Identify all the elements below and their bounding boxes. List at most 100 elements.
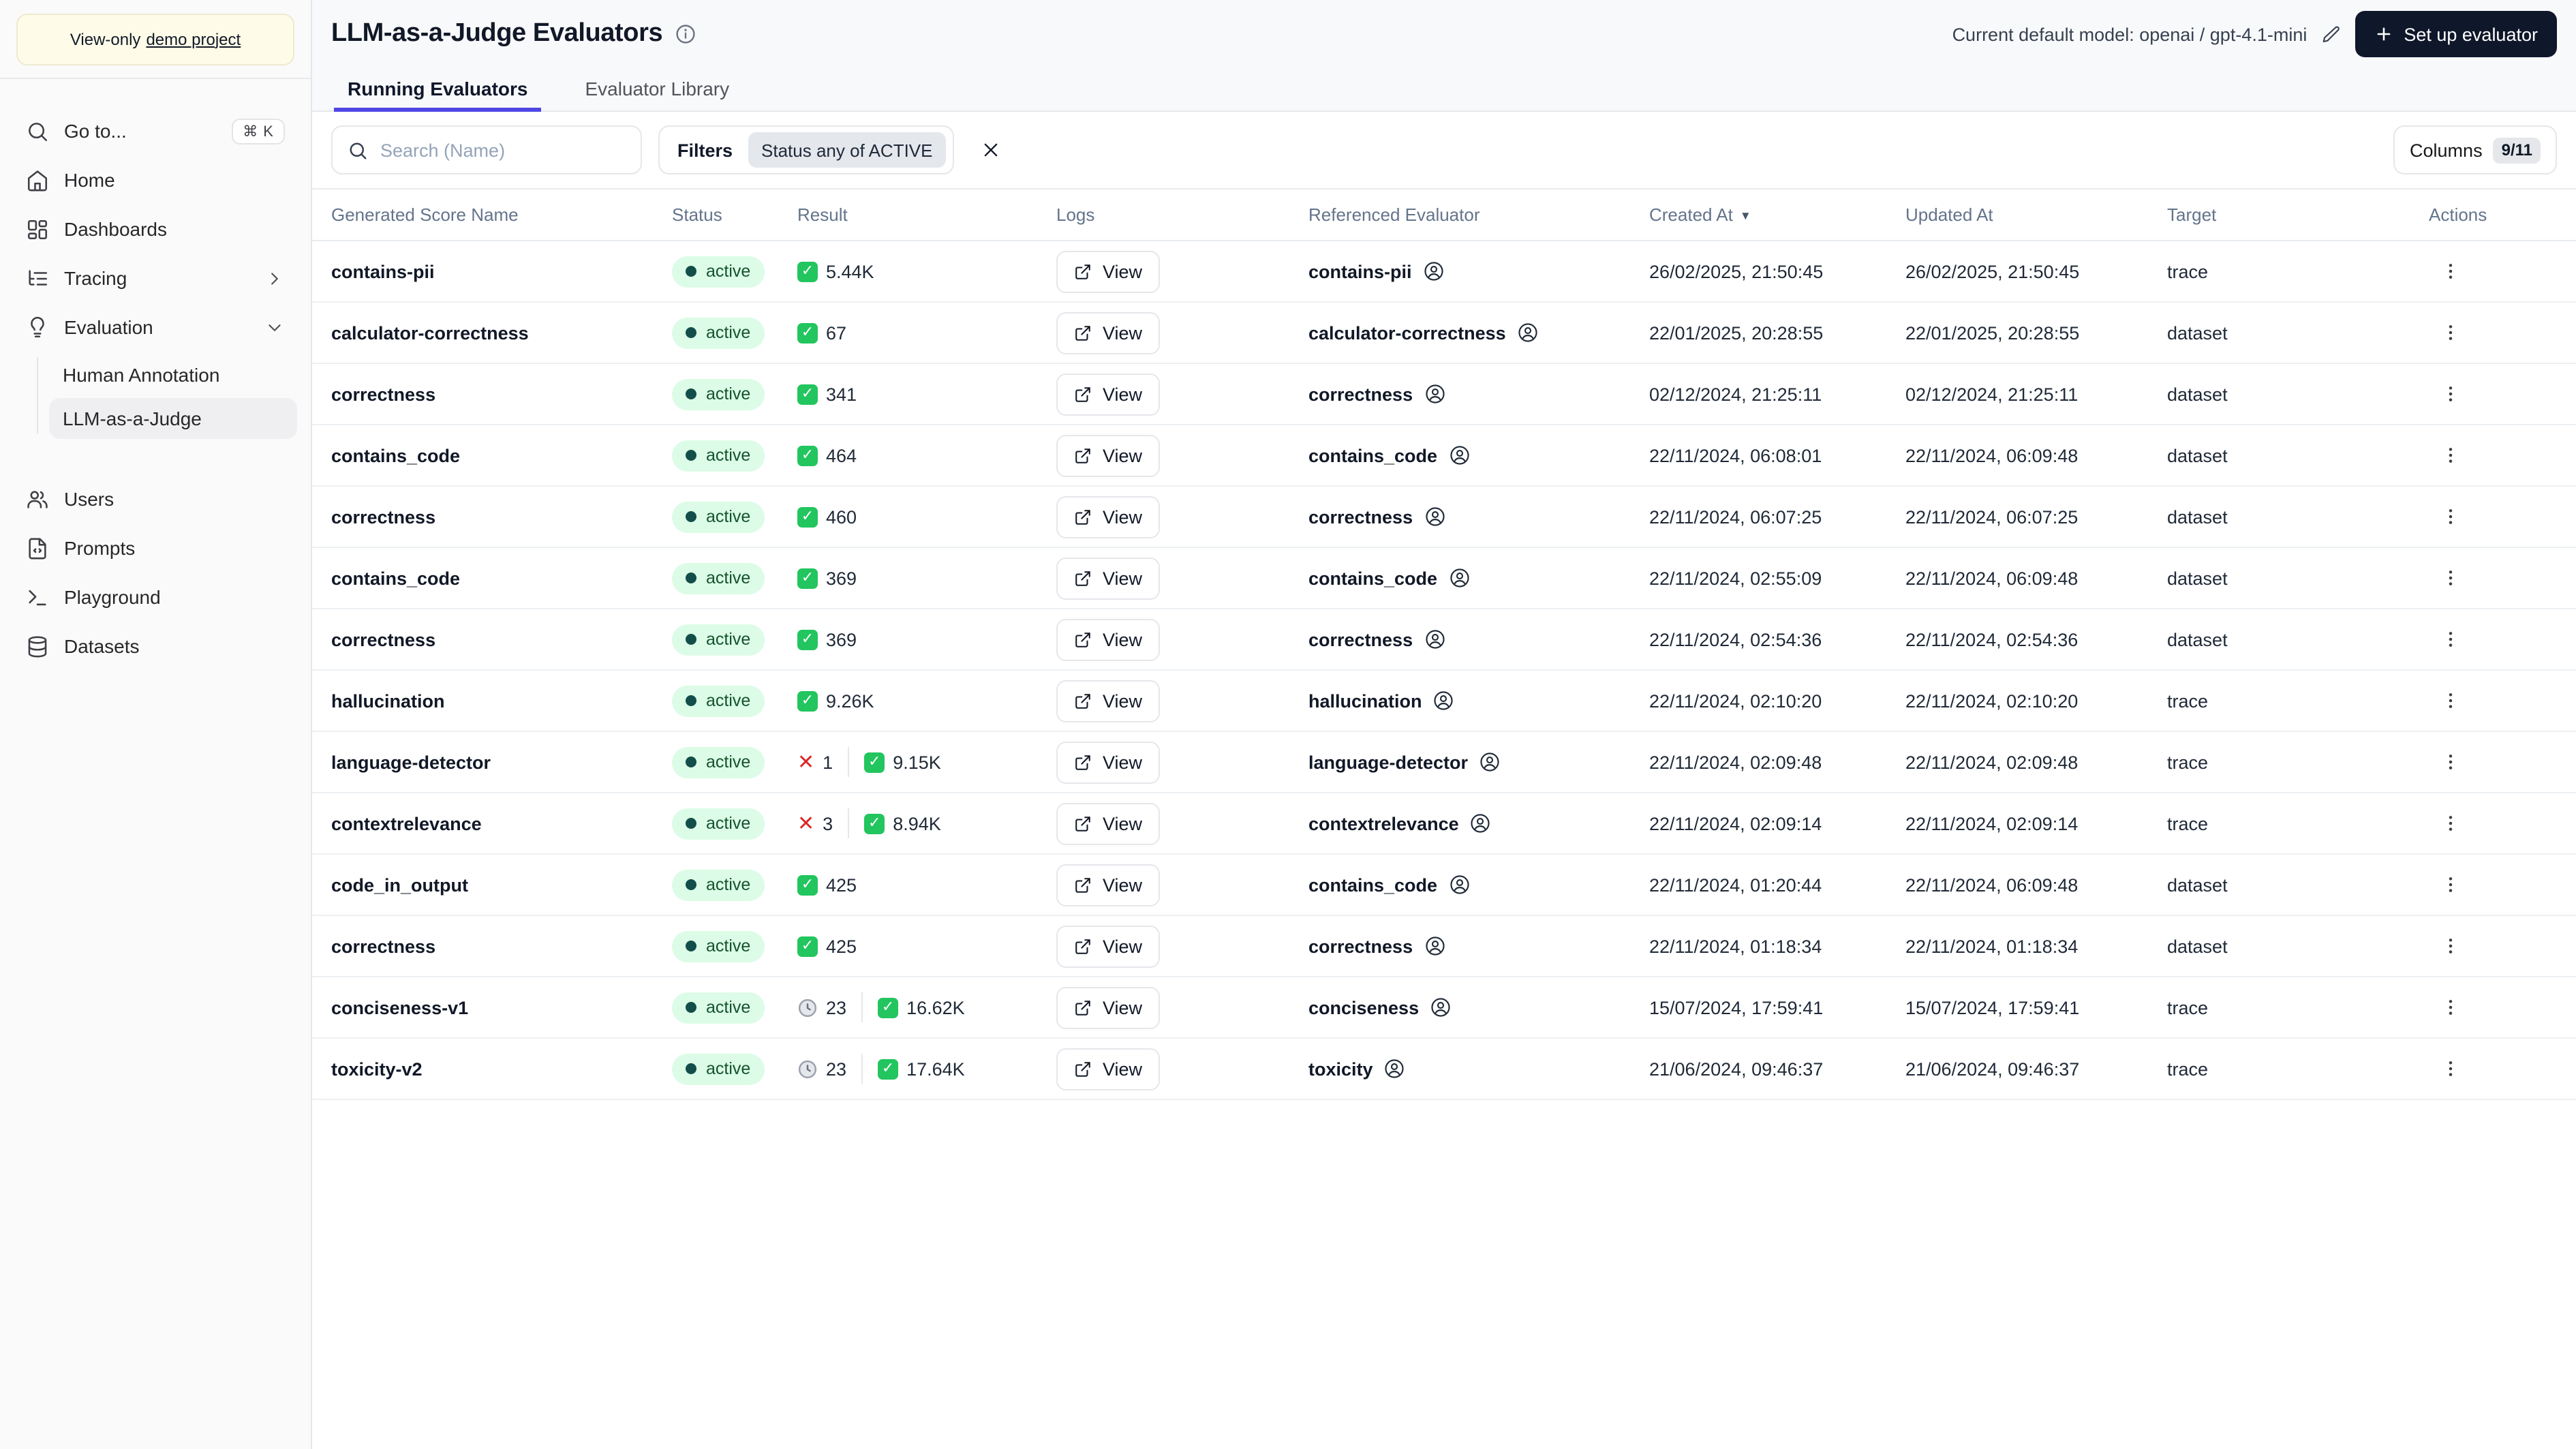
sidebar-item-tracing[interactable]: Tracing	[14, 254, 297, 303]
table-row: hallucination active ✓ 9.26K View halluci…	[312, 670, 2576, 732]
result-counts: ✓ 341	[797, 384, 1037, 404]
view-logs-button[interactable]: View	[1056, 864, 1161, 906]
sidebar-item-prompts[interactable]: Prompts	[14, 523, 297, 573]
sidebar-item-playground[interactable]: Playground	[14, 573, 297, 622]
view-logs-button[interactable]: View	[1056, 311, 1161, 354]
status-dot-icon	[686, 450, 696, 461]
row-actions-kebab-icon[interactable]	[2432, 375, 2470, 413]
filters-button[interactable]: Filters Status any of ACTIVE	[658, 125, 955, 174]
updated-at: 21/06/2024, 09:46:37	[1905, 1058, 2080, 1079]
referenced-evaluator-name: toxicity	[1308, 1058, 1373, 1079]
check-icon: ✓	[864, 813, 885, 834]
table-row: language-detector active ✕ 1 ✓ 9.15K View l…	[312, 731, 2576, 793]
sidebar-item-datasets[interactable]: Datasets	[14, 622, 297, 671]
view-logs-button[interactable]: View	[1056, 1048, 1161, 1090]
user-circle-icon	[1448, 567, 1470, 589]
row-actions-kebab-icon[interactable]	[2432, 252, 2470, 290]
external-link-icon	[1074, 324, 1092, 341]
sidebar-item-go-to[interactable]: Go to... ⌘ K	[14, 106, 297, 155]
sidebar-item-llm-as-a-judge[interactable]: LLM-as-a-Judge	[49, 398, 297, 439]
row-actions-kebab-icon[interactable]	[2432, 927, 2470, 965]
sort-desc-indicator: ▼	[1739, 209, 1751, 222]
updated-at: 22/01/2025, 20:28:55	[1905, 322, 2080, 343]
referenced-evaluator-name: calculator-correctness	[1308, 322, 1506, 343]
table-row: contains_code active ✓ 464 View contains_…	[312, 425, 2576, 487]
view-label: View	[1103, 261, 1143, 281]
sidebar: View-only demo project Go to... ⌘ K Home	[0, 0, 312, 1449]
row-actions-kebab-icon[interactable]	[2432, 436, 2470, 474]
info-icon[interactable]	[675, 23, 696, 45]
sidebar-item-human-annotation[interactable]: Human Annotation	[49, 354, 297, 395]
view-label: View	[1103, 506, 1143, 527]
result-counts: ✓ 425	[797, 874, 1037, 895]
status-dot-icon	[686, 1063, 696, 1074]
tab-evaluator-library[interactable]: Evaluator Library	[585, 77, 730, 99]
view-label: View	[1103, 1058, 1143, 1079]
external-link-icon	[1074, 262, 1092, 280]
row-actions-kebab-icon[interactable]	[2432, 1050, 2470, 1088]
sidebar-item-dashboards[interactable]: Dashboards	[14, 204, 297, 254]
generated-score-name: correctness	[331, 936, 436, 956]
external-link-icon	[1074, 630, 1092, 648]
view-logs-button[interactable]: View	[1056, 618, 1161, 660]
row-actions-kebab-icon[interactable]	[2432, 682, 2470, 720]
created-at: 21/06/2024, 09:46:37	[1649, 1058, 1824, 1079]
search-input[interactable]	[380, 140, 626, 160]
row-actions-kebab-icon[interactable]	[2432, 314, 2470, 352]
result-count: 1	[823, 752, 833, 772]
row-actions-kebab-icon[interactable]	[2432, 866, 2470, 904]
demo-project-link[interactable]: demo project	[146, 29, 241, 48]
view-logs-button[interactable]: View	[1056, 925, 1161, 967]
view-logs-button[interactable]: View	[1056, 495, 1161, 538]
search-box[interactable]	[331, 125, 642, 174]
created-at: 22/11/2024, 02:09:48	[1649, 752, 1822, 772]
row-actions-kebab-icon[interactable]	[2432, 988, 2470, 1026]
row-actions-kebab-icon[interactable]	[2432, 620, 2470, 658]
view-logs-button[interactable]: View	[1056, 250, 1161, 292]
check-icon: ✓	[797, 874, 818, 895]
view-logs-button[interactable]: View	[1056, 557, 1161, 599]
updated-at: 02/12/2024, 21:25:11	[1905, 384, 2079, 404]
view-label: View	[1103, 997, 1143, 1018]
user-circle-icon	[1423, 260, 1445, 282]
check-icon: ✓	[878, 1058, 899, 1079]
status-dot-icon	[686, 327, 696, 338]
check-icon: ✓	[797, 690, 818, 711]
main-content: LLM-as-a-Judge Evaluators Current defaul…	[312, 0, 2576, 1449]
row-actions-kebab-icon[interactable]	[2432, 559, 2470, 597]
view-logs-button[interactable]: View	[1056, 802, 1161, 844]
user-circle-icon	[1424, 383, 1445, 405]
column-header-updated-at: Updated At	[1886, 188, 2148, 241]
sidebar-item-evaluation[interactable]: Evaluation	[14, 303, 297, 352]
columns-button[interactable]: Columns 9/11	[2393, 125, 2557, 174]
row-actions-kebab-icon[interactable]	[2432, 498, 2470, 536]
tab-running-evaluators[interactable]: Running Evaluators	[334, 65, 542, 112]
view-logs-button[interactable]: View	[1056, 680, 1161, 722]
clear-filters-x-icon[interactable]	[971, 129, 1012, 170]
target-type: dataset	[2167, 506, 2228, 527]
set-up-evaluator-button[interactable]: Set up evaluator	[2355, 11, 2557, 57]
edit-model-pencil-icon[interactable]	[2320, 24, 2341, 44]
sidebar-item-home[interactable]: Home	[14, 155, 297, 204]
view-label: View	[1103, 445, 1143, 466]
view-logs-button[interactable]: View	[1056, 741, 1161, 783]
status-label: active	[706, 262, 751, 281]
referenced-evaluator-name: correctness	[1308, 384, 1413, 404]
row-actions-kebab-icon[interactable]	[2432, 743, 2470, 781]
result-check-count: ✓ 369	[797, 629, 857, 650]
sidebar-item-users[interactable]: Users	[14, 474, 297, 523]
terminal-icon	[26, 585, 49, 609]
column-header-created-at[interactable]: Created At ▼	[1630, 188, 1886, 241]
view-logs-button[interactable]: View	[1056, 373, 1161, 415]
view-logs-button[interactable]: View	[1056, 434, 1161, 476]
created-at: 22/11/2024, 01:20:44	[1649, 874, 1822, 895]
view-logs-button[interactable]: View	[1056, 986, 1161, 1028]
external-link-icon	[1074, 937, 1092, 955]
result-divider	[848, 808, 850, 838]
row-actions-kebab-icon[interactable]	[2432, 804, 2470, 842]
column-header-actions: Actions	[2410, 188, 2576, 241]
result-count: 464	[826, 445, 857, 466]
updated-at: 22/11/2024, 06:09:48	[1905, 874, 2079, 895]
user-circle-icon	[1448, 444, 1470, 466]
created-at: 22/11/2024, 02:10:20	[1649, 690, 1822, 711]
